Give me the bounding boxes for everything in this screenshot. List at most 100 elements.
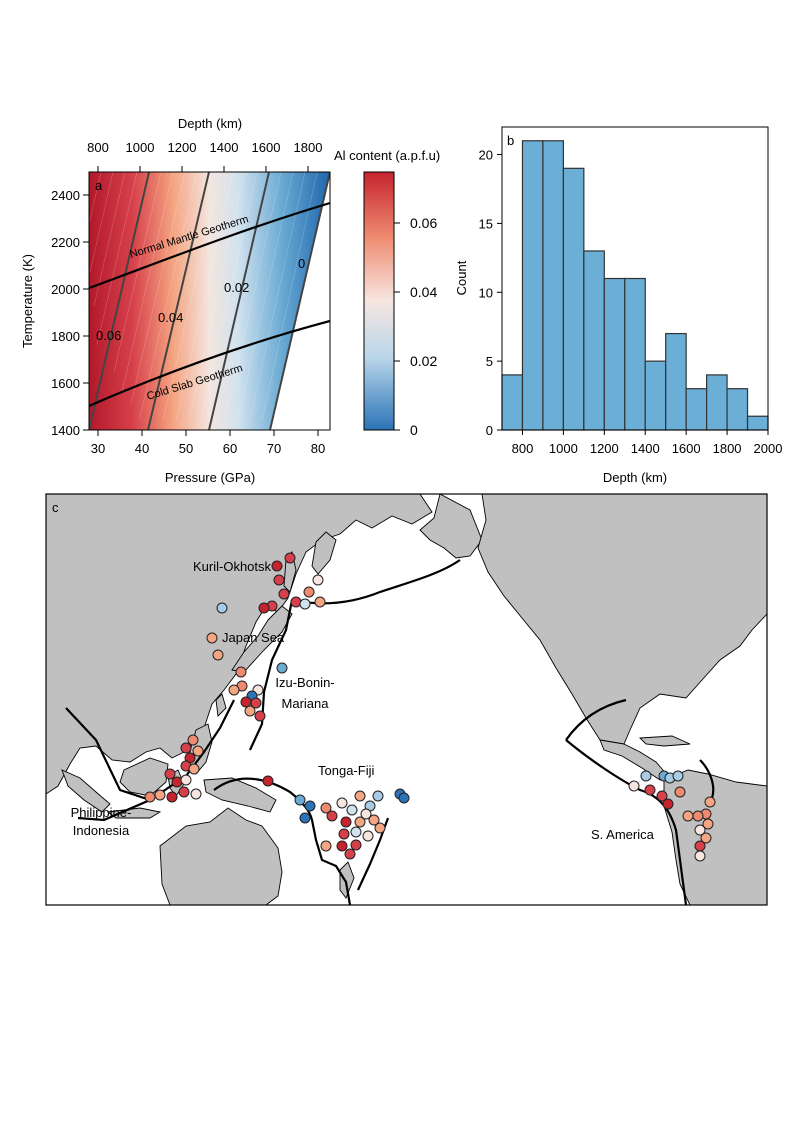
top-tick: 1200 bbox=[168, 140, 197, 155]
histogram-bar bbox=[583, 250, 605, 431]
y-tick-label: 5 bbox=[486, 354, 493, 369]
contour-label-0-04: 0.04 bbox=[158, 310, 183, 325]
region-label-tonga-fiji: Tonga-Fiji bbox=[318, 763, 374, 778]
x-tick: 70 bbox=[267, 441, 281, 456]
y-tick: 1600 bbox=[51, 376, 80, 391]
y-axis: 2400 2200 2000 1800 1600 1400 Temperatur… bbox=[20, 188, 89, 438]
y-tick: 2000 bbox=[51, 282, 80, 297]
top-tick: 1800 bbox=[294, 140, 323, 155]
y-tick: 1400 bbox=[51, 423, 80, 438]
histogram-bar bbox=[521, 140, 544, 431]
panel-a-label: a bbox=[95, 178, 103, 193]
land-japan bbox=[231, 605, 293, 673]
top-axis: 800 1000 1200 1400 1600 1800 Depth (km) bbox=[87, 116, 322, 172]
y-tick-label: 15 bbox=[479, 216, 493, 231]
top-tick: 1000 bbox=[126, 140, 155, 155]
land-new-guinea bbox=[203, 777, 277, 813]
land-new-zealand bbox=[339, 861, 355, 899]
panel-b-frame bbox=[501, 126, 769, 431]
histogram-y-title: Count bbox=[454, 260, 469, 295]
region-label-japan-sea: Japan Sea bbox=[222, 630, 285, 645]
histogram-bar bbox=[644, 360, 667, 431]
histogram-bar bbox=[501, 374, 524, 431]
al-bands bbox=[89, 172, 318, 421]
landmasses bbox=[46, 494, 767, 905]
panel-b: 800 1000 1200 1400 1600 1800 2000 0 5 10 15 20 Depth… bbox=[454, 126, 782, 485]
x-tick-label: 1000 bbox=[549, 441, 578, 456]
x-tick: 60 bbox=[223, 441, 237, 456]
al-field bbox=[89, 172, 330, 430]
top-tick: 1600 bbox=[252, 140, 281, 155]
panel-c: c Kuril-Okhotsk Japan Sea Izu-Bonin- Mar… bbox=[45, 493, 768, 906]
land-java bbox=[106, 807, 162, 819]
y-tick-label: 20 bbox=[479, 148, 493, 163]
land-cuba bbox=[638, 735, 691, 747]
land-australia bbox=[159, 807, 283, 905]
land-borneo bbox=[119, 757, 169, 797]
panel-b-label: b bbox=[507, 133, 514, 148]
histogram-bar bbox=[665, 332, 687, 431]
panel-a: a Normal Mantle Geotherm Cold Slab Geoth… bbox=[20, 116, 331, 485]
land-sumatra bbox=[61, 769, 111, 813]
x-tick: 30 bbox=[91, 441, 105, 456]
contour-label-0-06: 0.06 bbox=[96, 328, 121, 343]
region-label-izu-bonin: Izu-Bonin- bbox=[275, 675, 334, 690]
normal-geotherm-line bbox=[89, 201, 330, 290]
histogram-bar bbox=[746, 415, 769, 431]
histogram-bar bbox=[706, 374, 728, 431]
colorbar-tick: 0 bbox=[410, 422, 418, 438]
colorbar: 0.06 0.04 0.02 0 Al content (a.p.f.u) bbox=[334, 148, 440, 438]
earthquake-events bbox=[144, 552, 716, 862]
y-tick: 2400 bbox=[51, 188, 80, 203]
land-south-america bbox=[663, 769, 767, 905]
region-label-kuril-okhotsk: Kuril-Okhotsk bbox=[193, 559, 272, 574]
histogram-bars bbox=[501, 140, 769, 431]
histogram-x-title: Depth (km) bbox=[603, 470, 667, 485]
histogram-bar bbox=[685, 388, 708, 431]
region-label-mariana: Mariana bbox=[282, 696, 330, 711]
top-tick: 800 bbox=[87, 140, 109, 155]
y-axis-title: Temperature (K) bbox=[20, 254, 35, 348]
x-tick-label: 1400 bbox=[631, 441, 660, 456]
histogram-bar bbox=[603, 277, 626, 431]
region-label-indonesia: Indonesia bbox=[73, 823, 130, 838]
x-tick: 40 bbox=[135, 441, 149, 456]
histogram-bar bbox=[562, 167, 585, 431]
x-tick-label: 1800 bbox=[713, 441, 742, 456]
top-axis-title: Depth (km) bbox=[178, 116, 242, 131]
panel-c-label: c bbox=[52, 500, 59, 515]
x-tick-label: 2000 bbox=[754, 441, 783, 456]
region-label-south-america: S. America bbox=[591, 827, 655, 842]
panel-a-frame bbox=[88, 171, 331, 431]
y-tick: 2200 bbox=[51, 235, 80, 250]
land-alaska bbox=[419, 494, 483, 559]
colorbar-tick: 0.06 bbox=[410, 215, 437, 231]
x-tick-label: 1600 bbox=[672, 441, 701, 456]
colorbar-tick: 0.02 bbox=[410, 353, 437, 369]
y-tick-label: 0 bbox=[486, 423, 493, 438]
histogram-bar bbox=[726, 388, 749, 431]
land-kamchatka bbox=[311, 531, 337, 575]
y-tick-label: 10 bbox=[479, 285, 493, 300]
y-tick: 1800 bbox=[51, 329, 80, 344]
contour-label-0: 0 bbox=[298, 256, 305, 271]
histogram-bar bbox=[542, 140, 564, 431]
histogram-bar bbox=[624, 277, 646, 431]
contour-label-0-02: 0.02 bbox=[224, 280, 249, 295]
x-axis: 30 40 50 60 70 80 Pressure (GPa) bbox=[91, 430, 325, 485]
colorbar-tick: 0.04 bbox=[410, 284, 437, 300]
region-label-philippine: Philippine- bbox=[71, 805, 132, 820]
top-tick: 1400 bbox=[210, 140, 239, 155]
panel-c-frame bbox=[45, 493, 768, 906]
colorbar-gradient bbox=[363, 171, 395, 431]
contour-lines bbox=[89, 172, 330, 430]
cold-geotherm-line bbox=[89, 319, 330, 408]
x-tick: 80 bbox=[311, 441, 325, 456]
x-axis-title: Pressure (GPa) bbox=[165, 470, 255, 485]
histogram-axes: 800 1000 1200 1400 1600 1800 2000 0 5 10 15 20 Depth… bbox=[454, 148, 782, 485]
x-tick-label: 1200 bbox=[590, 441, 619, 456]
colorbar-title: Al content (a.p.f.u) bbox=[334, 148, 440, 163]
x-tick: 50 bbox=[179, 441, 193, 456]
land-taiwan bbox=[215, 693, 227, 717]
